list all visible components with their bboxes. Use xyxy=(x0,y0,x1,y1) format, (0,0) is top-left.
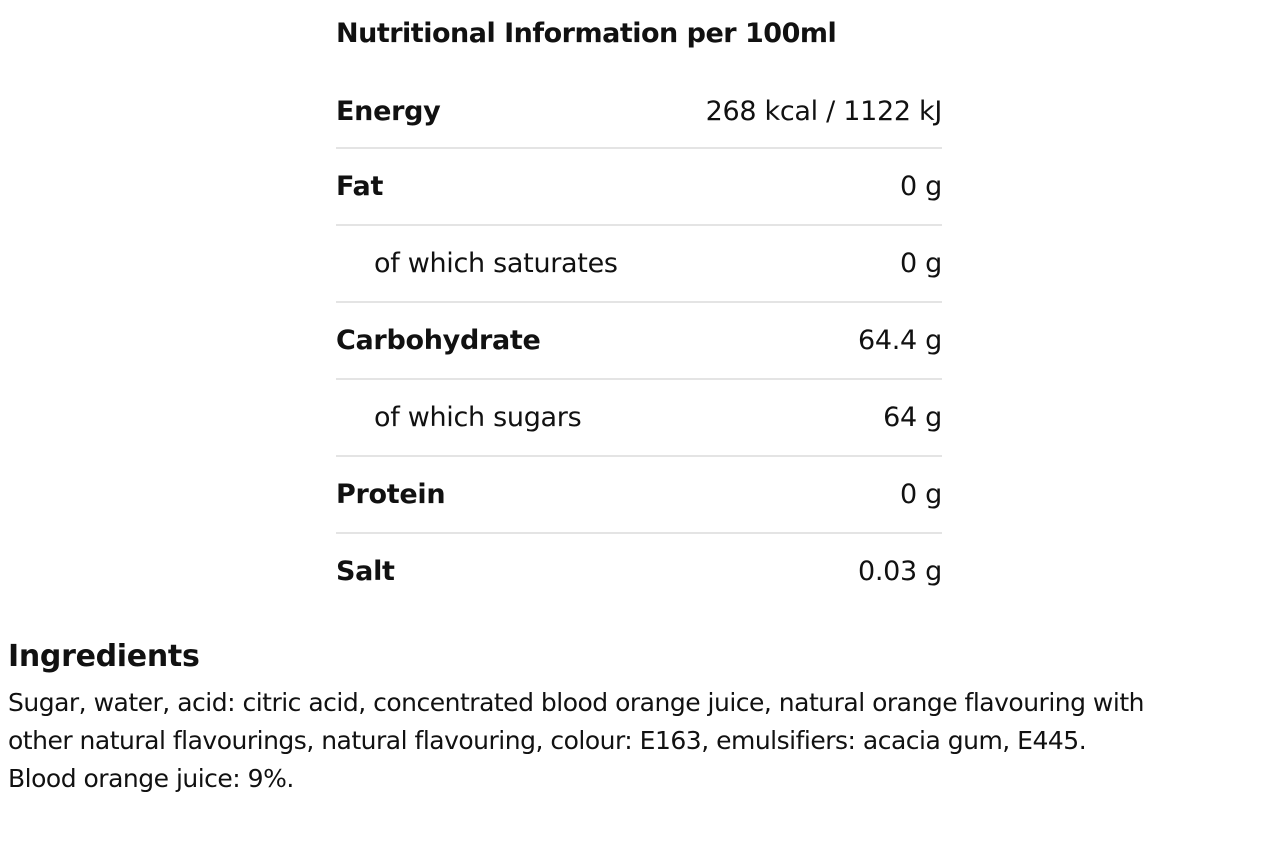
table-row-carbohydrate: Carbohydrate 64.4 g xyxy=(336,301,942,379)
protein-value: 0 g xyxy=(665,455,942,533)
table-row-energy: Energy 268 kcal / 1122 kJ xyxy=(336,76,942,148)
saturates-label: of which saturates xyxy=(336,224,666,302)
carbohydrate-value: 64.4 g xyxy=(665,301,942,379)
saturates-value: 0 g xyxy=(665,224,942,302)
nutrition-table: Energy 268 kcal / 1122 kJ Fat 0 g of whi… xyxy=(336,76,942,610)
table-row-protein: Protein 0 g xyxy=(336,455,942,533)
nutrition-panel: Nutritional Information per 100ml Energy… xyxy=(336,12,942,610)
salt-value: 0.03 g xyxy=(665,532,942,610)
ingredients-text: Sugar, water, acid: citric acid, concent… xyxy=(8,684,1276,798)
ingredients-line-1: Sugar, water, acid: citric acid, concent… xyxy=(8,688,1144,717)
ingredients-line-3: Blood orange juice: 9%. xyxy=(8,764,294,793)
sugars-value: 64 g xyxy=(665,378,942,456)
nutrition-title: Nutritional Information per 100ml xyxy=(336,18,837,49)
energy-value: 268 kcal / 1122 kJ xyxy=(705,95,943,127)
ingredients-line-2: other natural flavourings, natural flavo… xyxy=(8,726,1087,755)
ingredients-heading: Ingredients xyxy=(8,639,200,674)
fat-label: Fat xyxy=(336,147,666,225)
table-row-sugars: of which sugars 64 g xyxy=(336,378,942,456)
table-row-salt: Salt 0.03 g xyxy=(336,532,942,610)
table-row-saturates: of which saturates 0 g xyxy=(336,224,942,302)
protein-label: Protein xyxy=(336,455,666,533)
salt-label: Salt xyxy=(336,532,666,610)
table-row-fat: Fat 0 g xyxy=(336,147,942,225)
carbohydrate-label: Carbohydrate xyxy=(336,301,666,379)
energy-label: Energy xyxy=(336,95,441,127)
ingredients-section: Ingredients Sugar, water, acid: citric a… xyxy=(8,632,1276,798)
fat-value: 0 g xyxy=(665,147,942,225)
sugars-label: of which sugars xyxy=(336,378,666,456)
